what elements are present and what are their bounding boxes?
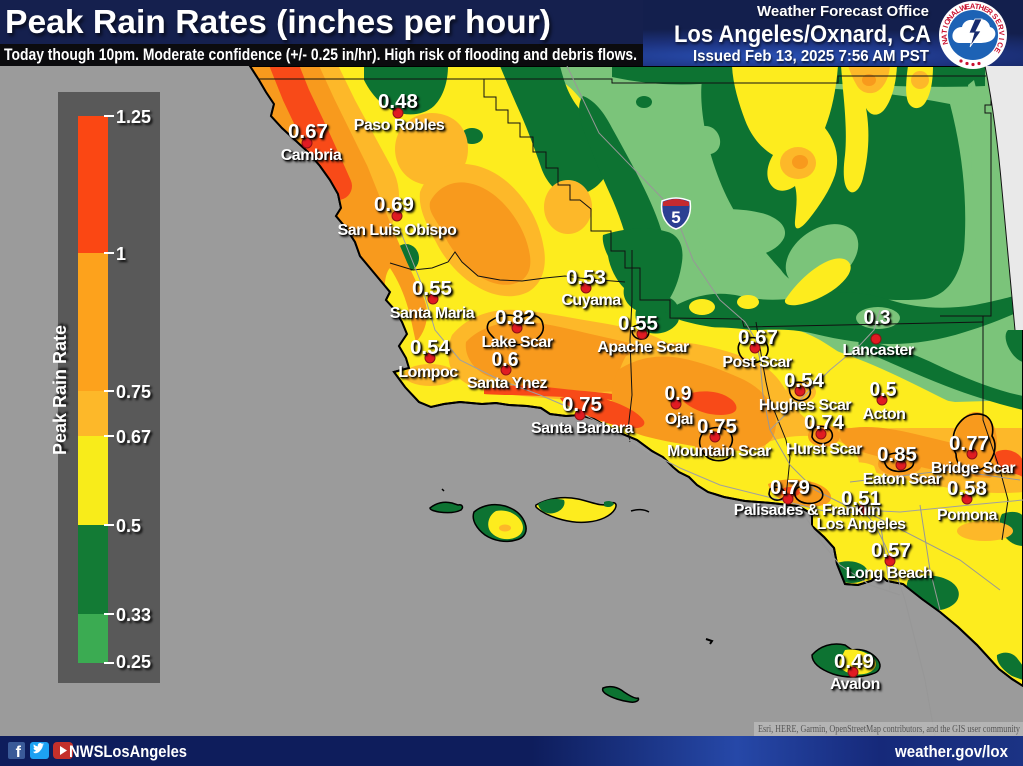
svg-text:0.53: 0.53 — [566, 267, 606, 289]
svg-text:Lancaster: Lancaster — [842, 342, 913, 359]
svg-text:Los Angeles/Oxnard, CA: Los Angeles/Oxnard, CA — [674, 21, 931, 48]
svg-text:Long Beach: Long Beach — [846, 565, 933, 582]
svg-text:0.9: 0.9 — [665, 383, 692, 405]
svg-text:Apache Scar: Apache Scar — [597, 339, 689, 356]
svg-text:NWSLosAngeles: NWSLosAngeles — [69, 742, 187, 761]
svg-text:0.54: 0.54 — [410, 337, 451, 359]
svg-text:Weather Forecast Office: Weather Forecast Office — [757, 3, 929, 20]
svg-text:Peak Rain Rates (inches per ho: Peak Rain Rates (inches per hour) — [5, 3, 551, 40]
svg-text:0.3: 0.3 — [864, 307, 891, 329]
svg-text:Pomona: Pomona — [937, 507, 998, 524]
svg-text:0.74: 0.74 — [804, 412, 845, 434]
svg-text:A: A — [940, 33, 949, 40]
svg-text:0.57: 0.57 — [871, 540, 911, 562]
svg-text:Eaton Scar: Eaton Scar — [863, 471, 942, 488]
svg-text:0.75: 0.75 — [697, 416, 737, 438]
svg-text:Today though 10pm. Moderate co: Today though 10pm. Moderate confidence (… — [4, 45, 637, 64]
svg-text:Santa Maria: Santa Maria — [390, 305, 475, 322]
svg-text:0.67: 0.67 — [288, 121, 328, 143]
svg-text:Issued Feb 13, 2025 7:56 AM PS: Issued Feb 13, 2025 7:56 AM PST — [693, 48, 929, 65]
svg-text:Esri, HERE, Garmin, OpenStreet: Esri, HERE, Garmin, OpenStreetMap contri… — [758, 724, 1020, 735]
svg-text:Santa Barbara: Santa Barbara — [531, 420, 634, 437]
svg-text:Los Angeles: Los Angeles — [816, 516, 906, 533]
svg-text:Avalon: Avalon — [830, 676, 880, 693]
svg-text:0.51: 0.51 — [841, 488, 881, 510]
svg-text:Hurst Scar: Hurst Scar — [786, 441, 862, 458]
svg-text:L: L — [953, 5, 962, 15]
svg-text:V: V — [997, 30, 1006, 36]
svg-text:0.69: 0.69 — [374, 194, 414, 216]
svg-text:Cambria: Cambria — [281, 147, 342, 164]
svg-text:S: S — [990, 12, 1000, 22]
svg-text:0.67: 0.67 — [738, 327, 778, 349]
svg-text:Bridge Scar: Bridge Scar — [931, 460, 1016, 477]
svg-text:E: E — [982, 4, 991, 14]
svg-text:Hughes Scar: Hughes Scar — [759, 397, 852, 414]
svg-text:0.85: 0.85 — [877, 444, 917, 466]
svg-text:Lake Scar: Lake Scar — [481, 334, 552, 351]
svg-text:N: N — [945, 13, 955, 23]
svg-text:0.54: 0.54 — [784, 370, 825, 392]
svg-text:0.25: 0.25 — [116, 652, 151, 672]
svg-text:Post Scar: Post Scar — [722, 354, 792, 371]
svg-text:0.79: 0.79 — [770, 477, 810, 499]
svg-text:R: R — [985, 6, 995, 17]
svg-text:0.5: 0.5 — [116, 516, 141, 536]
svg-text:E: E — [993, 17, 1003, 26]
svg-text:San Luis Obispo: San Luis Obispo — [338, 222, 457, 239]
svg-text:0.58: 0.58 — [947, 478, 987, 500]
svg-text:N: N — [940, 38, 950, 45]
svg-text:Cuyama: Cuyama — [561, 292, 621, 309]
svg-text:O: O — [942, 17, 953, 26]
svg-text:0.33: 0.33 — [116, 605, 151, 625]
svg-text:0.5: 0.5 — [870, 379, 897, 401]
svg-text:f: f — [16, 744, 22, 761]
svg-text:E: E — [992, 46, 1002, 55]
svg-text:Mountain Scar: Mountain Scar — [667, 443, 771, 460]
svg-text:Palisades & Franklin: Palisades & Franklin — [734, 502, 881, 519]
svg-text:1.25: 1.25 — [116, 107, 151, 127]
svg-text:weather.gov/lox: weather.gov/lox — [894, 742, 1008, 761]
svg-text:A: A — [949, 8, 959, 19]
svg-text:E: E — [964, 2, 971, 12]
svg-text:T: T — [974, 2, 980, 12]
svg-text:A: A — [970, 2, 976, 11]
svg-text:I: I — [941, 24, 950, 29]
svg-text:0.6: 0.6 — [492, 349, 519, 371]
svg-text:0.75: 0.75 — [116, 382, 151, 402]
svg-text:0.77: 0.77 — [949, 433, 989, 455]
svg-text:Paso Robles: Paso Robles — [354, 117, 445, 134]
svg-text:0.82: 0.82 — [495, 307, 535, 329]
svg-text:1: 1 — [116, 244, 126, 264]
svg-text:0.67: 0.67 — [116, 427, 151, 447]
svg-text:0.75: 0.75 — [562, 394, 602, 416]
svg-text:W: W — [958, 2, 969, 13]
svg-text:I: I — [997, 37, 1006, 40]
svg-text:Ojai: Ojai — [665, 411, 693, 428]
svg-text:T: T — [940, 28, 950, 34]
svg-text:0.48: 0.48 — [378, 91, 418, 113]
svg-text:H: H — [978, 2, 986, 12]
svg-text:0.55: 0.55 — [412, 278, 452, 300]
svg-text:Lompoc: Lompoc — [398, 364, 458, 381]
svg-text:0.49: 0.49 — [834, 651, 874, 673]
svg-text:0.55: 0.55 — [618, 313, 658, 335]
svg-text:C: C — [995, 41, 1006, 50]
svg-text:Acton: Acton — [863, 406, 906, 423]
svg-text:Santa Ynez: Santa Ynez — [467, 375, 548, 392]
svg-text:Peak Rain Rate: Peak Rain Rate — [50, 325, 70, 455]
svg-text:5: 5 — [671, 208, 680, 227]
svg-text:R: R — [996, 23, 1006, 31]
